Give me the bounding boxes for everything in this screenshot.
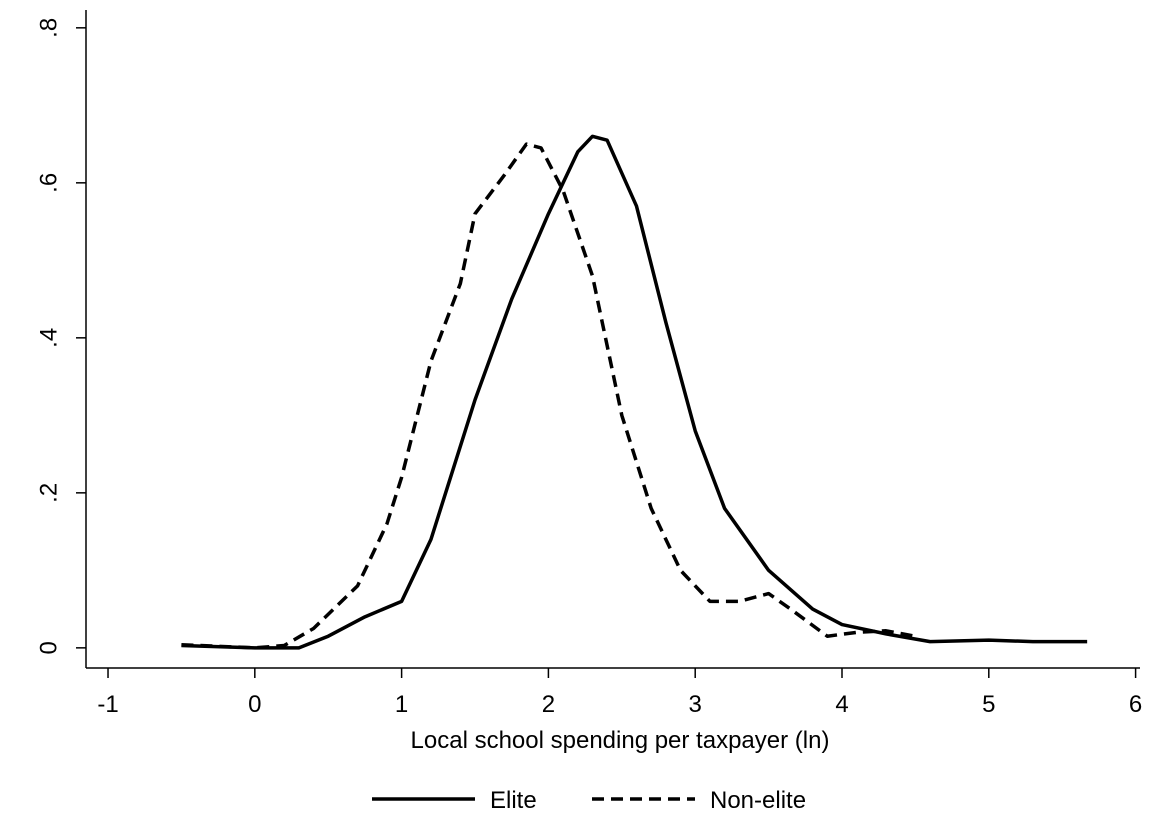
x-tick-label: 0 (248, 691, 261, 718)
x-tick-label: 5 (982, 691, 995, 718)
x-tick-label: 3 (689, 691, 702, 718)
x-tick-label: 6 (1129, 691, 1142, 718)
y-tick-label: .2 (35, 483, 62, 503)
x-axis-label: Local school spending per taxpayer (ln) (411, 727, 830, 754)
y-tick-label: 0 (35, 641, 62, 654)
x-tick-label: 4 (835, 691, 848, 718)
series-line (181, 134, 1088, 650)
y-tick-label: .8 (35, 18, 62, 38)
legend-label: Elite (490, 787, 537, 814)
x-tick-label: -1 (97, 691, 118, 718)
y-tick-label: .6 (35, 173, 62, 193)
legend-label: Non-elite (710, 787, 806, 814)
y-tick-label: .4 (35, 328, 62, 348)
x-tick-label: 1 (395, 691, 408, 718)
series-line (181, 142, 916, 650)
x-tick-label: 2 (542, 691, 555, 718)
